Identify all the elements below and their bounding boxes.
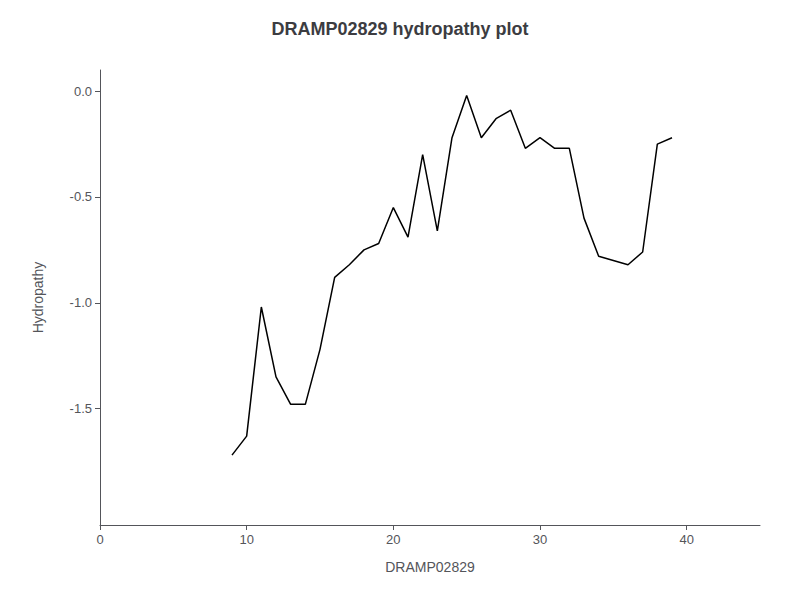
- svg-text:Hydropathy: Hydropathy: [30, 262, 46, 334]
- svg-text:DRAMP02829 hydropathy plot: DRAMP02829 hydropathy plot: [271, 19, 528, 39]
- svg-text:20: 20: [386, 532, 400, 547]
- svg-text:40: 40: [679, 532, 693, 547]
- svg-text:10: 10: [239, 532, 253, 547]
- svg-text:DRAMP02829: DRAMP02829: [385, 559, 475, 575]
- svg-text:0.0: 0.0: [74, 84, 92, 99]
- svg-text:-0.5: -0.5: [70, 189, 92, 204]
- svg-text:-1.5: -1.5: [70, 401, 92, 416]
- svg-text:-1.0: -1.0: [70, 295, 92, 310]
- svg-text:30: 30: [533, 532, 547, 547]
- svg-text:0: 0: [96, 532, 103, 547]
